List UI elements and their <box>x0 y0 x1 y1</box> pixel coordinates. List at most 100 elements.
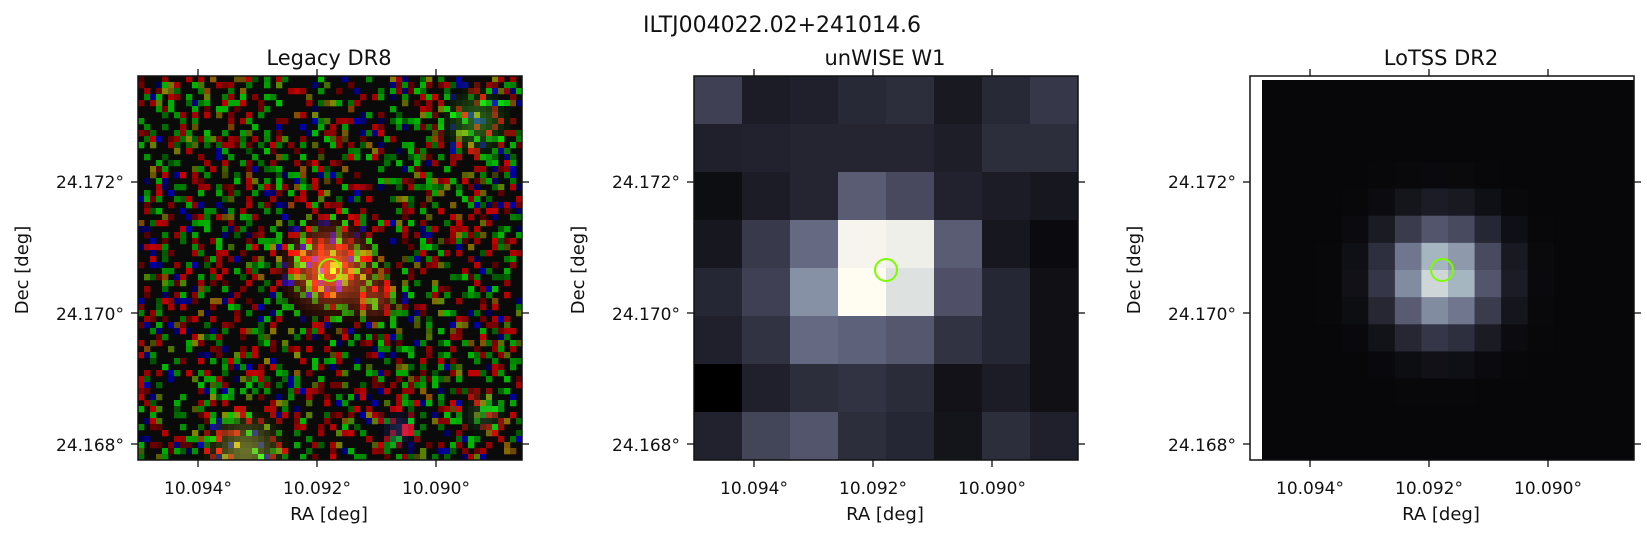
image-pixel <box>174 88 181 95</box>
image-pixel <box>150 406 157 413</box>
image-pixel <box>504 226 511 233</box>
image-pixel <box>264 94 271 101</box>
image-pixel <box>444 178 451 185</box>
image-pixel <box>144 274 151 281</box>
image-pixel <box>516 340 523 347</box>
image-pixel <box>354 406 361 413</box>
image-pixel <box>402 310 409 317</box>
image-pixel <box>492 340 499 347</box>
image-pixel <box>516 436 523 443</box>
image-pixel <box>486 100 493 107</box>
image-pixel <box>1580 242 1608 271</box>
image-pixel <box>216 250 223 257</box>
image-pixel <box>282 136 289 143</box>
image-pixel <box>138 118 145 125</box>
image-pixel <box>360 394 367 401</box>
image-pixel <box>378 346 385 353</box>
image-pixel <box>252 124 259 131</box>
image-pixel <box>438 358 445 365</box>
image-pixel <box>402 76 409 83</box>
image-pixel <box>414 160 421 167</box>
image-pixel <box>216 376 223 383</box>
panel-unwise-w1: unWISE W1 10.094° 10.092° 10.090° 24.172… <box>568 46 1085 525</box>
image-pixel <box>162 454 169 461</box>
image-pixel <box>402 418 409 425</box>
image-pixel <box>294 424 301 431</box>
image-pixel <box>366 334 373 341</box>
image-pixel <box>306 292 313 299</box>
image-pixel <box>342 130 349 137</box>
image-pixel <box>186 262 193 269</box>
image-pixel <box>330 262 337 269</box>
image-pixel <box>192 286 199 293</box>
image-pixel <box>420 382 427 389</box>
image-pixel <box>192 106 199 113</box>
image-pixel <box>492 322 499 329</box>
image-pixel <box>222 382 229 389</box>
image-pixel <box>210 442 217 449</box>
image-pixel <box>288 346 295 353</box>
image-pixel <box>354 154 361 161</box>
image-pixel <box>264 262 271 269</box>
image-pixel <box>150 250 157 257</box>
image-pixel <box>402 304 409 311</box>
image-pixel <box>360 430 367 437</box>
image-pixel <box>1474 242 1502 271</box>
image-pixel <box>288 292 295 299</box>
image-pixel <box>342 208 349 215</box>
image-pixel <box>1394 242 1422 271</box>
image-pixel <box>498 238 505 245</box>
image-pixel <box>288 376 295 383</box>
image-pixel <box>222 448 229 455</box>
image-pixel <box>1448 405 1476 434</box>
x-tick-label: 10.094° <box>164 479 232 499</box>
image-pixel <box>420 124 427 131</box>
image-pixel <box>1315 378 1343 407</box>
image-pixel <box>372 154 379 161</box>
image-pixel <box>414 172 421 179</box>
image-pixel <box>228 94 235 101</box>
image-pixel <box>384 298 391 305</box>
image-pixel <box>216 112 223 119</box>
image-pixel <box>186 316 193 323</box>
image-pixel <box>312 364 319 371</box>
image-pixel <box>330 238 337 245</box>
image-pixel <box>1527 107 1555 135</box>
image-pixel <box>264 190 271 197</box>
image-pixel <box>510 76 517 83</box>
image-pixel <box>492 94 499 101</box>
image-pixel <box>324 358 331 365</box>
image-pixel <box>252 370 259 377</box>
image-pixel <box>192 202 199 209</box>
image-pixel <box>198 100 205 107</box>
image-pixel <box>192 298 199 305</box>
image-pixel <box>228 358 235 365</box>
image-pixel <box>498 76 505 83</box>
image-pixel <box>198 448 205 455</box>
image-pixel <box>414 304 421 311</box>
image-pixel <box>186 214 193 221</box>
image-pixel <box>252 418 259 425</box>
image-pixel <box>474 118 481 125</box>
image-pixel <box>336 310 343 317</box>
image-pixel <box>246 184 253 191</box>
image-pixel <box>246 262 253 269</box>
image-pixel <box>162 286 169 293</box>
image-pixel <box>886 412 935 461</box>
image-pixel <box>378 280 385 287</box>
image-pixel <box>396 304 403 311</box>
image-pixel <box>180 184 187 191</box>
image-pixel <box>426 232 433 239</box>
image-pixel <box>934 172 983 221</box>
image-pixel <box>354 220 361 227</box>
image-pixel <box>504 160 511 167</box>
image-pixel <box>138 226 145 233</box>
image-pixel <box>348 82 355 89</box>
image-pixel <box>456 130 463 137</box>
image-pixel <box>468 202 475 209</box>
image-pixel <box>510 202 517 209</box>
y-tick-label: 24.172° <box>56 173 124 193</box>
image-pixel <box>474 292 481 299</box>
image-pixel <box>330 160 337 167</box>
image-pixel <box>324 232 331 239</box>
